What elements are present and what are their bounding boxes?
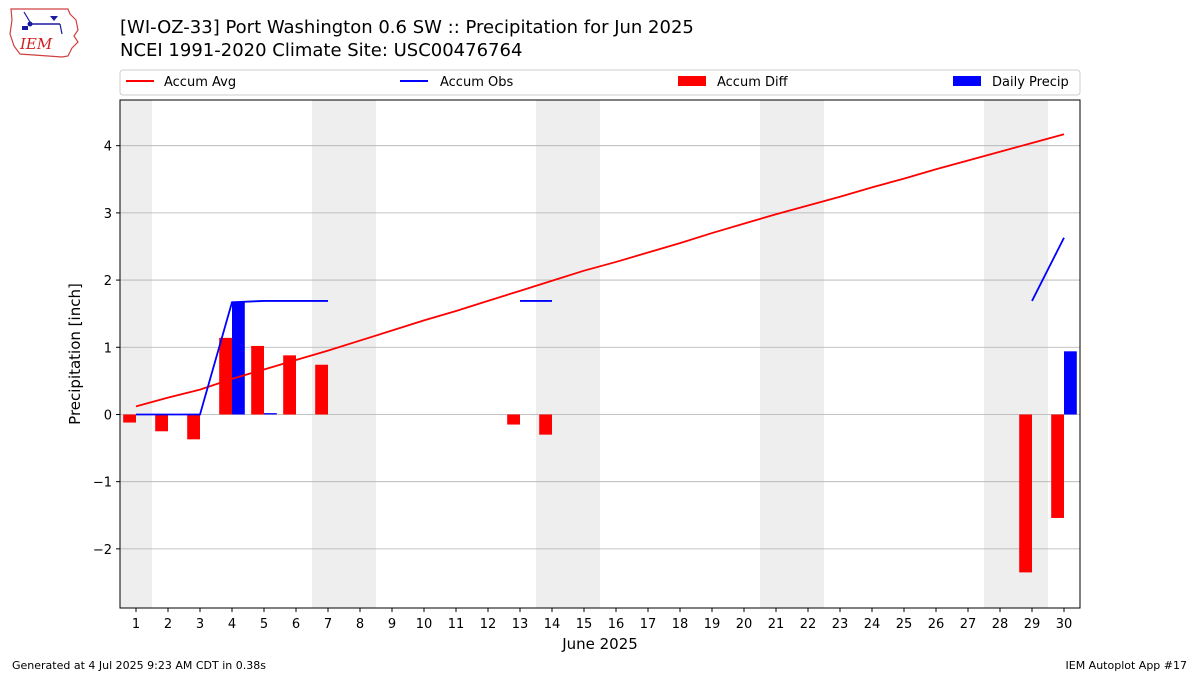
x-tick-label: 16 — [608, 617, 625, 632]
x-tick-label: 7 — [324, 617, 332, 632]
legend-bar-key — [678, 76, 706, 86]
weekend-shading — [120, 100, 1048, 608]
accum-diff-bar — [123, 414, 136, 423]
x-tick-label: 2 — [164, 617, 172, 632]
y-axis-label: Precipitation [inch] — [66, 283, 84, 425]
x-tick-label: 30 — [1056, 617, 1073, 632]
accum-diff-bar — [539, 414, 552, 435]
y-tick-label: 4 — [104, 140, 112, 155]
x-tick-label: 1 — [132, 617, 140, 632]
weekend-band — [120, 100, 152, 608]
x-tick-label: 6 — [292, 617, 300, 632]
x-tick-label: 11 — [448, 617, 465, 632]
accum-avg-line — [135, 133, 1065, 408]
x-tick-label: 27 — [960, 617, 977, 632]
weekend-band — [536, 100, 600, 608]
y-tick-label: 0 — [104, 408, 112, 423]
y-tick-label: −1 — [93, 476, 112, 491]
legend-label: Accum Obs — [440, 75, 513, 90]
x-tick-label: 14 — [544, 617, 561, 632]
x-tick-label: 23 — [832, 617, 849, 632]
x-tick-label: 3 — [196, 617, 204, 632]
chart-subtitle: NCEI 1991-2020 Climate Site: USC00476764 — [120, 40, 523, 61]
x-tick-label: 18 — [672, 617, 689, 632]
chart-title: [WI-OZ-33] Port Washington 0.6 SW :: Pre… — [120, 17, 694, 38]
accum-diff-bar — [219, 337, 232, 415]
x-tick-label: 21 — [768, 617, 785, 632]
accum-diff-bar — [283, 355, 296, 415]
y-tick-label: 1 — [104, 341, 112, 356]
accum-diff-bar — [187, 414, 200, 440]
daily-precip-bar — [264, 413, 277, 415]
gridlines — [120, 145, 1080, 550]
x-tick-label: 10 — [416, 617, 433, 632]
x-tick-label: 20 — [736, 617, 753, 632]
legend-label: Accum Diff — [717, 75, 789, 90]
y-tick-label: 2 — [104, 274, 112, 289]
weekend-band — [760, 100, 824, 608]
weekend-band — [312, 100, 376, 608]
legend-frame — [119, 69, 1081, 96]
accum-obs-line — [1031, 237, 1065, 302]
x-tick-label: 17 — [640, 617, 657, 632]
x-tick-label: 25 — [896, 617, 913, 632]
generated-timestamp: Generated at 4 Jul 2025 9:23 AM CDT in 0… — [12, 659, 266, 672]
accum-diff-bar — [1051, 414, 1064, 518]
app-label: IEM Autoplot App #17 — [1065, 659, 1188, 672]
x-axis-label: June 2025 — [561, 635, 638, 653]
x-tick-label: 8 — [356, 617, 364, 632]
x-tick-label: 13 — [512, 617, 529, 632]
iem-logo: IEM — [9, 8, 79, 58]
weekend-band — [984, 100, 1048, 608]
logo-text: IEM — [19, 35, 53, 53]
weather-station-icon — [22, 11, 63, 35]
daily-precip-bar — [1064, 351, 1077, 415]
y-tick-label: −2 — [93, 543, 112, 558]
x-tick-label: 29 — [1024, 617, 1041, 632]
accum-diff-bar — [1019, 414, 1032, 573]
plot-frame — [119, 99, 1081, 609]
y-tick-label: 3 — [104, 207, 112, 222]
lines — [135, 133, 1065, 416]
daily-precip-bar — [232, 302, 245, 415]
x-tick-label: 22 — [800, 617, 817, 632]
accum-obs-line — [136, 300, 328, 416]
x-tick-label: 4 — [228, 617, 236, 632]
x-tick-label: 5 — [260, 617, 268, 632]
legend-label: Accum Avg — [164, 75, 236, 90]
x-tick-label: 9 — [388, 617, 396, 632]
x-tick-label: 12 — [480, 617, 497, 632]
x-tick-label: 24 — [864, 617, 881, 632]
x-tick-label: 15 — [576, 617, 593, 632]
accum-diff-bar — [251, 345, 264, 415]
accum-diff-bar — [155, 414, 168, 432]
bars — [123, 302, 1077, 573]
chart-legend: Accum Avg Accum Obs Accum Diff Daily Precip — [119, 69, 1081, 96]
x-tick-label: 28 — [992, 617, 1009, 632]
accum-diff-bar — [315, 364, 328, 415]
legend-label: Daily Precip — [992, 75, 1069, 90]
accum-diff-bar — [507, 414, 520, 425]
legend-bar-key — [953, 76, 981, 86]
x-tick-label: 26 — [928, 617, 945, 632]
x-tick-label: 19 — [704, 617, 721, 632]
